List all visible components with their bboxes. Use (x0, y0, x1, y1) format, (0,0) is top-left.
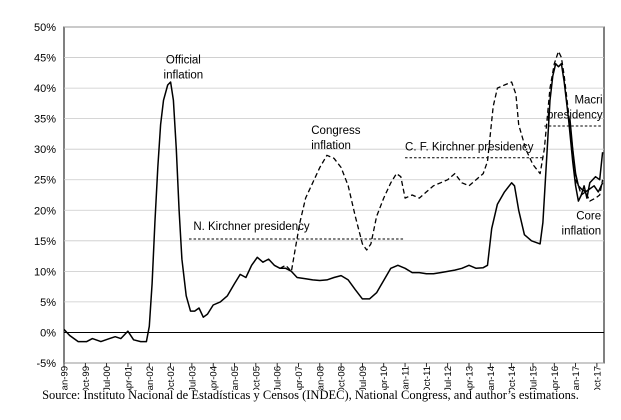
y-axis: -5% 0% 5% 10% 15% 20% 25% 30% 35% 40% 45% 50% (34, 22, 56, 370)
congress-inflation-line (279, 50, 604, 273)
y-tick-label: 45% (34, 53, 56, 65)
x-tick-label: Oct-02 (166, 366, 177, 390)
x-tick-label: Oct-99 (81, 366, 92, 390)
x-tick-label: Oct-17 (592, 366, 603, 390)
x-tick-label: Apr-04 (209, 366, 220, 390)
core-inflation-line (569, 118, 604, 193)
y-tick-label: 50% (34, 22, 56, 34)
presidency-lines (189, 125, 603, 240)
x-tick-label: Jan-02 (145, 366, 156, 390)
gridlines (64, 26, 604, 364)
series-layer (63, 50, 604, 343)
x-tick-label: Oct-08 (337, 366, 348, 390)
x-tick-label: Oct-11 (422, 366, 433, 390)
n-kirchner-label: N. Kirchner presidency (193, 221, 310, 233)
congress-inflation-label: Congress inflation (311, 125, 360, 152)
x-tick-label: Jul-09 (358, 366, 369, 390)
x-tick-label: Jul-12 (443, 366, 454, 390)
x-tick-label: Oct-05 (251, 366, 262, 390)
plot-border (63, 26, 605, 364)
official-inflation-line (63, 62, 604, 343)
y-tick-label: 35% (34, 114, 56, 126)
annotations: Official inflation Congress inflation N. Kir… (164, 55, 603, 238)
y-tick-label: 20% (34, 205, 56, 217)
y-tick-label: -5% (36, 358, 56, 370)
x-tick-label: Jan-14 (486, 366, 497, 390)
x-tick-label: Jan-17 (571, 366, 582, 390)
y-tick-label: 30% (34, 144, 56, 156)
plot-frame (63, 26, 605, 364)
y-tick-label: 0% (40, 327, 56, 339)
cf-kirchner-label: C. F. Kirchner presidency (405, 141, 534, 153)
x-tick-label: Apr-10 (379, 366, 390, 390)
y-tick-label: 10% (34, 266, 56, 278)
x-tick-label: Apr-13 (465, 366, 476, 390)
x-tick-label: Jul-03 (187, 366, 198, 390)
y-tick-label: 25% (34, 175, 56, 187)
x-tick-label: Jan-99 (60, 366, 71, 390)
x-tick-label: Jul-06 (273, 366, 284, 390)
x-tick-label: Jan-11 (401, 366, 412, 390)
x-tick-label: Jan-05 (230, 366, 241, 390)
x-tick-label: Apr-07 (294, 366, 305, 390)
source-caption: Source: Instituto Nacional de Estadístic… (42, 388, 579, 402)
core-inflation-label: Core inflation (562, 210, 602, 237)
x-tick-label: Jul-15 (528, 366, 539, 390)
official-inflation-label: Official inflation (164, 55, 204, 82)
macri-label: Macri presidency (547, 94, 603, 121)
y-tick-label: 5% (40, 297, 56, 309)
chart-canvas: -5% 0% 5% 10% 15% 20% 25% 30% 35% 40% 45% 50% Jan-9… (34, 22, 605, 395)
x-tick-label: Jan-08 (315, 366, 326, 390)
x-tick-label: Oct-14 (507, 366, 518, 390)
y-tick-label: 15% (34, 236, 56, 248)
x-tick-label: Apr-16 (550, 366, 561, 390)
x-tick-label: Apr-01 (123, 366, 134, 390)
x-tick-label: Jul-00 (102, 366, 113, 390)
x-axis: Jan-99 Oct-99 Jul-00 Apr-01 Jan-02 Oct-02 Jul-… (60, 363, 603, 395)
y-tick-label: 40% (34, 83, 56, 95)
